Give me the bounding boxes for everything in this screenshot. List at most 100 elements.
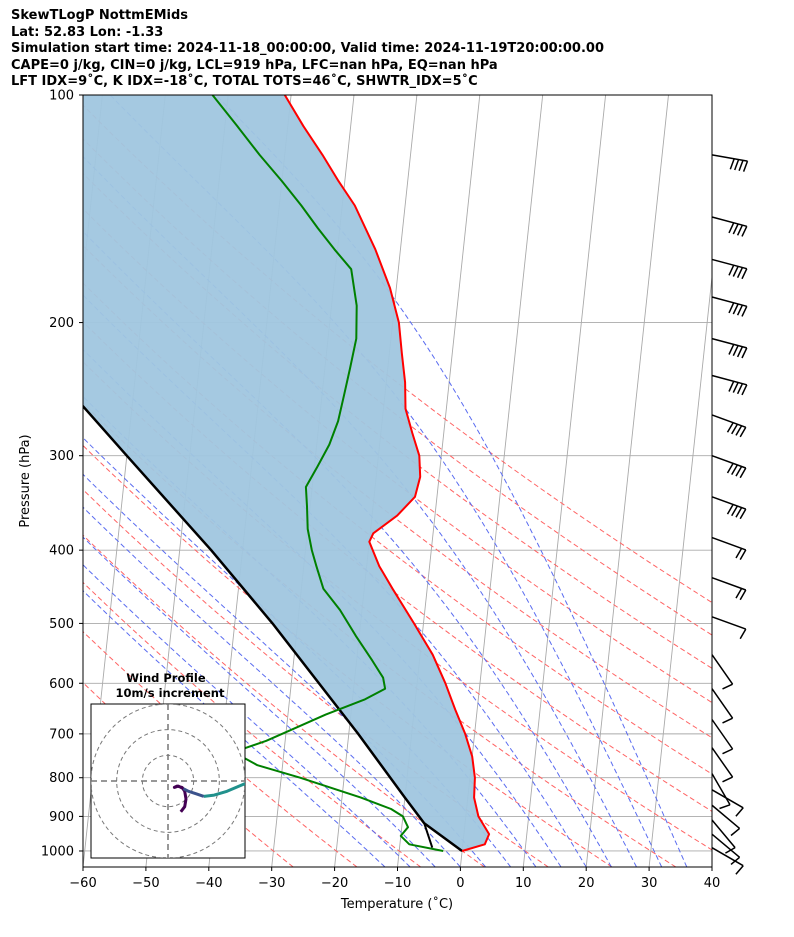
x-tick-label: −40 [195, 876, 222, 891]
y-tick-label: 300 [49, 449, 74, 464]
hodograph-title: Wind Profile [126, 671, 206, 685]
wind-barb-flag [739, 549, 747, 560]
wind-barb-flag [731, 464, 739, 475]
wind-barb-flag [741, 268, 748, 280]
wind-barb-staff [711, 337, 747, 349]
wind-barb [711, 654, 734, 690]
isotherm-line [459, 95, 544, 867]
wind-barb [711, 414, 747, 438]
wind-barb-flag [736, 267, 744, 279]
wind-barb-flag [739, 467, 747, 479]
wind-barb-staff [711, 536, 747, 551]
wind-barb [711, 616, 747, 640]
wind-barb-flag [719, 804, 731, 810]
wind-barb-flag [736, 304, 744, 316]
isotherm-line [711, 862, 712, 867]
wind-barb [711, 337, 748, 359]
x-tick-label: −50 [132, 876, 159, 891]
index-line: LFT IDX=9˚C, K IDX=-18˚C, TOTAL TOTS=46˚… [11, 74, 478, 89]
wind-barb-flag [741, 384, 748, 396]
wind-barb [711, 719, 734, 755]
wind-barb-staff [711, 833, 741, 858]
wind-barb-flag [726, 463, 734, 474]
surface-parcel-segment [423, 822, 434, 849]
x-tick-label: 10 [515, 876, 532, 891]
wind-barb-flag [735, 425, 743, 436]
plot-area [83, 95, 712, 867]
y-tick-label: 500 [49, 617, 74, 632]
dry-adiabat [83, 488, 549, 867]
wind-barb-flag [735, 507, 743, 518]
wind-barb-flag [735, 466, 743, 477]
wind-barb-staff [711, 454, 747, 469]
wind-barb-staff [711, 496, 747, 510]
wind-barb [711, 296, 748, 317]
dry-adiabat [83, 282, 712, 775]
dewpoint-line [211, 95, 444, 852]
wind-barb-flag [741, 225, 748, 237]
wind-barb-flag [735, 807, 744, 817]
wind-barb-flag [722, 717, 733, 724]
wind-barb-staff [711, 154, 748, 162]
wind-barb-flag [732, 382, 739, 393]
wind-barb-flag [728, 302, 735, 314]
wind-barb-flag [732, 266, 739, 277]
wind-barb-flag [738, 160, 744, 172]
hodograph-inset: Wind Profile 10m/s increment [90, 671, 246, 859]
isotherm-line [522, 95, 607, 867]
wind-barb-flag [728, 222, 735, 234]
hodograph-trace [203, 782, 245, 798]
wind-barb-flag [739, 508, 747, 520]
wind-barb-flag [722, 683, 733, 690]
moist-adiabat [83, 536, 436, 867]
wind-barb-flag [728, 264, 735, 276]
wind-barb-flag [741, 347, 748, 359]
x-axis-label: Temperature (˚C) [340, 896, 453, 912]
wind-barb-flag [729, 158, 735, 170]
wind-barb [711, 804, 741, 837]
wind-barb-flag [730, 827, 741, 837]
isotherm-line [585, 95, 669, 867]
wind-barb-flag [739, 589, 747, 601]
x-tick-label: 30 [641, 876, 658, 891]
y-tick-label: 1000 [41, 844, 74, 859]
wind-barb-flag [731, 423, 739, 435]
hodograph-trace [172, 784, 188, 813]
wind-barb-flag [739, 426, 747, 438]
y-tick-label: 800 [49, 771, 74, 786]
dry-adiabat [83, 581, 421, 867]
hodograph-trace [182, 787, 205, 798]
wind-barb-flag [732, 345, 739, 357]
y-tick-label: 400 [49, 544, 74, 559]
wind-barb-flag [722, 748, 733, 755]
wind-barb-staff [711, 296, 747, 308]
wind-barb [711, 454, 747, 479]
station-title: SkewTLogP NottmEMids [11, 8, 189, 23]
wind-barb-flag [726, 422, 734, 433]
wind-barb-flag [732, 223, 739, 235]
moist-adiabat [83, 506, 461, 867]
wind-barb-flag [742, 160, 749, 172]
wind-barb-flag [722, 776, 733, 783]
moist-adiabat [83, 564, 411, 867]
wind-barb-flag [733, 159, 740, 171]
wind-barb-flag [735, 548, 743, 559]
location-line: Lat: 52.83 Lon: -1.33 [11, 24, 164, 40]
wind-barb-staff [711, 654, 734, 685]
wind-barb-staff [711, 576, 747, 591]
wind-barb-flag [735, 865, 744, 875]
temperature-line [283, 95, 491, 852]
wind-barb-flag [731, 505, 739, 517]
wind-barb [711, 747, 734, 783]
wind-barb-staff [711, 688, 734, 719]
y-tick-label: 900 [49, 810, 74, 825]
moist-adiabat [83, 473, 486, 867]
y-axis-label: Pressure (hPa) [18, 434, 33, 527]
wind-barb-staff [711, 847, 744, 867]
wind-barb-staff [711, 258, 747, 270]
wind-barb [711, 847, 744, 875]
y-tick-label: 600 [49, 677, 74, 692]
x-tick-label: −20 [321, 876, 348, 891]
wind-barb [711, 536, 747, 560]
